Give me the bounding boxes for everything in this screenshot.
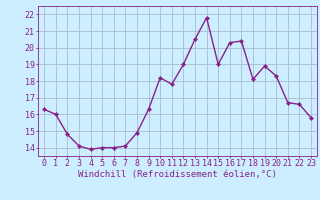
X-axis label: Windchill (Refroidissement éolien,°C): Windchill (Refroidissement éolien,°C) (78, 170, 277, 179)
